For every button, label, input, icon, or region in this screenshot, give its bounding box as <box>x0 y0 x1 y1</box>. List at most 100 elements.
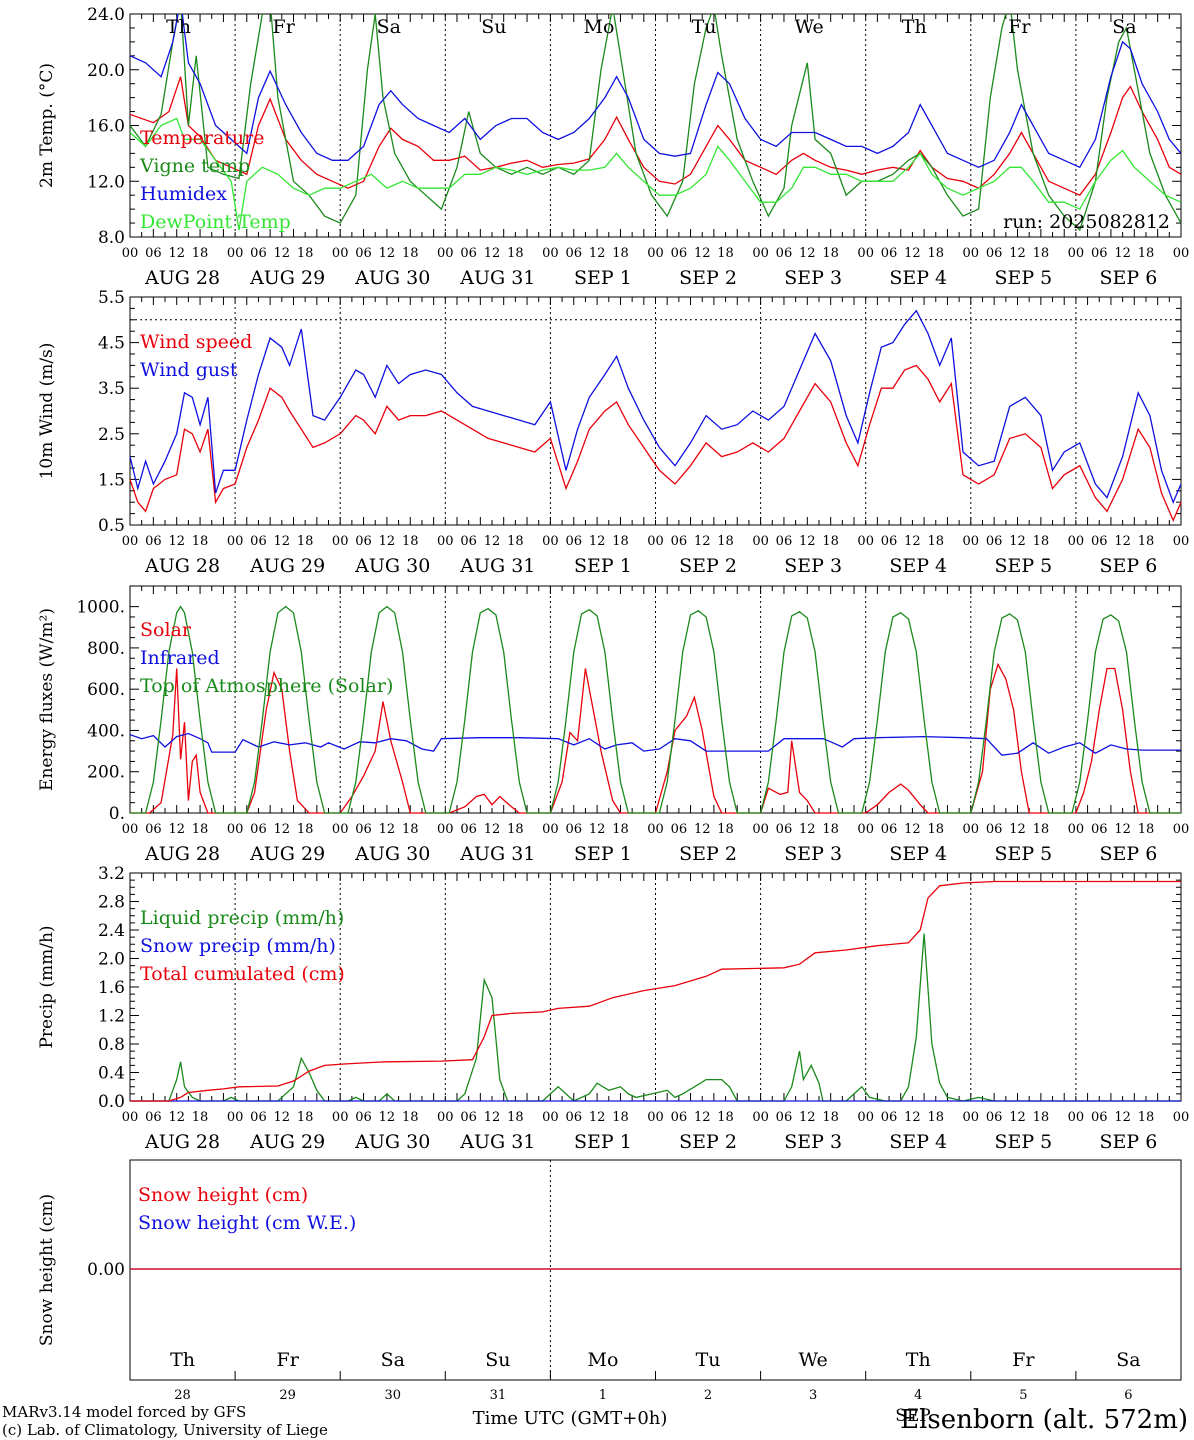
hour-tick-label: 00 <box>647 1110 664 1125</box>
legend-entry: Snow height (cm W.E.) <box>138 1212 356 1234</box>
station-label: Elsenborn (alt. 572m) <box>900 1405 1188 1435</box>
y-tick-label: 5.5 <box>98 288 125 308</box>
hour-tick-label: 12 <box>484 822 501 837</box>
hour-tick-label: 18 <box>822 534 839 549</box>
date-label: AUG 29 <box>249 555 325 577</box>
y-tick-label: 3.5 <box>98 379 125 399</box>
date-label: AUG 28 <box>144 267 220 289</box>
y-tick-label: 12.0 <box>87 172 125 192</box>
hour-tick-label: 12 <box>589 534 606 549</box>
hour-tick-label: 06 <box>460 534 477 549</box>
hour-tick-label: 12 <box>1114 534 1131 549</box>
date-label: AUG 28 <box>144 555 220 577</box>
hour-tick-label: 06 <box>565 534 582 549</box>
hour-tick-label: 06 <box>250 1110 267 1125</box>
date-label: AUG 30 <box>354 267 430 289</box>
hour-tick-label: 12 <box>589 822 606 837</box>
hour-tick-label: 12 <box>274 1110 291 1125</box>
run-label: run: 2025082812 <box>1003 211 1170 233</box>
hour-tick-label: 12 <box>168 534 185 549</box>
series-vigne-temp <box>130 14 1181 232</box>
legend-entry: Snow precip (mm/h) <box>140 935 336 957</box>
hour-tick-label: 12 <box>694 246 711 261</box>
date-label: SEP 2 <box>679 843 737 865</box>
hour-tick-label: 06 <box>250 534 267 549</box>
hour-tick-label: 06 <box>776 246 793 261</box>
hour-tick-label: 06 <box>986 246 1003 261</box>
hour-tick-label: 12 <box>274 534 291 549</box>
hour-tick-label: 06 <box>460 822 477 837</box>
date-label: SEP 4 <box>889 1131 947 1153</box>
hour-tick-label: 06 <box>460 246 477 261</box>
date-label: AUG 30 <box>354 843 430 865</box>
hour-tick-label: 00 <box>437 246 454 261</box>
hour-tick-label: 18 <box>192 246 209 261</box>
hour-tick-label: 06 <box>671 534 688 549</box>
y-tick-label: 4.5 <box>98 334 125 354</box>
y-tick-label: 400. <box>87 721 125 741</box>
hour-tick-label: 00 <box>752 822 769 837</box>
hour-tick-label: 06 <box>565 822 582 837</box>
series-total-cumulated-cm <box>130 880 1181 1102</box>
hour-tick-label: 00 <box>437 1110 454 1125</box>
date-label: AUG 31 <box>459 555 535 577</box>
hour-tick-label: 00 <box>857 1110 874 1125</box>
hour-tick-label: 00 <box>437 822 454 837</box>
series-infrared <box>129 732 1181 756</box>
hour-tick-label: 12 <box>379 534 396 549</box>
hour-tick-label: 06 <box>145 534 162 549</box>
hour-tick-label: 12 <box>484 246 501 261</box>
date-label: SEP 5 <box>994 555 1052 577</box>
y-axis-label: 10m Wind (m/s) <box>37 343 57 480</box>
hour-tick-label: 06 <box>776 534 793 549</box>
hour-tick-label: 00 <box>332 534 349 549</box>
y-tick-label: 16.0 <box>87 117 125 137</box>
hour-tick-label: 18 <box>1033 822 1050 837</box>
day-number: 30 <box>384 1388 401 1403</box>
x-axis-label: Time UTC (GMT+0h) <box>473 1408 668 1429</box>
hour-tick-label: 00 <box>1173 822 1190 837</box>
hour-tick-label: 00 <box>122 822 139 837</box>
y-tick-label: 3.2 <box>98 864 125 884</box>
hour-tick-label: 18 <box>297 534 314 549</box>
day-number: 2 <box>704 1388 712 1403</box>
hour-tick-label: 18 <box>612 822 629 837</box>
hour-tick-label: 06 <box>355 246 372 261</box>
y-axis-label: 2m Temp. (°C) <box>37 63 57 188</box>
date-label: SEP 2 <box>679 267 737 289</box>
hour-tick-label: 00 <box>647 534 664 549</box>
legend-entry: Liquid precip (mm/h) <box>140 907 344 929</box>
date-label: AUG 30 <box>354 1131 430 1153</box>
hour-tick-label: 18 <box>1138 822 1155 837</box>
y-tick-label: 1.5 <box>98 470 125 490</box>
hour-tick-label: 00 <box>1068 534 1085 549</box>
date-label: AUG 31 <box>459 843 535 865</box>
date-label: SEP 1 <box>574 555 632 577</box>
hour-tick-label: 00 <box>752 534 769 549</box>
hour-tick-label: 18 <box>612 1110 629 1125</box>
footer: MARv3.14 model forced by GFS(c) Lab. of … <box>2 1403 1188 1439</box>
date-label: SEP 4 <box>889 843 947 865</box>
hour-tick-label: 12 <box>694 822 711 837</box>
date-label: SEP 5 <box>994 1131 1052 1153</box>
date-label: AUG 31 <box>459 267 535 289</box>
legend-entry: Humidex <box>140 183 227 205</box>
date-label: AUG 29 <box>249 1131 325 1153</box>
hour-tick-label: 00 <box>647 822 664 837</box>
panel-2: 00 06 12 18 AUG 28 00 06 12 18 AUG 29 00 06 12 18 AUG … <box>37 288 1189 577</box>
hour-tick-label: 00 <box>542 534 559 549</box>
panel-1: 00 06 12 18 AUG 28 00 06 12 18 AUG 29 00 06 12 18 AUG … <box>37 5 1189 289</box>
legend-entry: Solar <box>140 619 192 641</box>
date-label: AUG 28 <box>144 1131 220 1153</box>
hour-tick-label: 06 <box>355 534 372 549</box>
hour-tick-label: 18 <box>1138 534 1155 549</box>
hour-tick-label: 00 <box>227 1110 244 1125</box>
panel-5: 0.00 Snow height (cm) Snow height (cm) Snow… <box>37 1159 1182 1403</box>
y-tick-label: 600. <box>87 680 125 700</box>
hour-tick-label: 06 <box>881 246 898 261</box>
hour-tick-label: 18 <box>717 1110 734 1125</box>
hour-tick-label: 12 <box>1114 1110 1131 1125</box>
hour-tick-label: 06 <box>1091 1110 1108 1125</box>
hour-tick-label: 18 <box>507 1110 524 1125</box>
